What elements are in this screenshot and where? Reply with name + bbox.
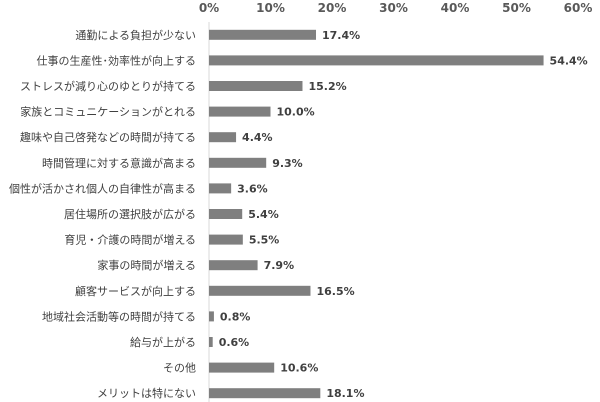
category-label: 家族とコミュニケーションがとれる (20, 105, 196, 119)
x-tick-label: 0% (199, 1, 219, 15)
data-label: 18.1% (326, 387, 364, 400)
category-labels: 通勤による負担が少ない仕事の生産性･効率性が向上するストレスが減り心のゆとりが持… (9, 28, 196, 400)
data-label: 10.6% (280, 362, 318, 375)
bar (209, 260, 258, 271)
bar (209, 234, 243, 245)
data-label: 0.8% (220, 310, 251, 323)
x-tick-label: 30% (379, 1, 408, 15)
bar (209, 157, 267, 168)
bar (209, 337, 213, 347)
data-labels: 17.4% 54.4% 15.2% 10.0% 4.4% 9.3% 3.6% 5.4% 5.5%… (219, 29, 588, 400)
bar (209, 106, 271, 117)
data-label: 3.6% (237, 182, 268, 195)
category-label: 育児・介護の時間が増える (64, 233, 196, 247)
category-label: 地域社会活動等の時間が持てる (42, 309, 196, 323)
category-label: 給与が上がる (130, 335, 196, 349)
bar (209, 285, 311, 296)
data-label: 0.6% (219, 336, 250, 349)
category-label: 顧客サービスが向上する (75, 284, 196, 298)
bar (209, 81, 303, 91)
data-label: 9.3% (272, 157, 303, 170)
category-label: 通勤による負担が少ない (75, 28, 196, 42)
data-label: 10.0% (277, 106, 315, 119)
bar (209, 132, 237, 143)
data-label: 5.4% (248, 208, 279, 221)
bar (209, 362, 275, 373)
x-tick-label: 60% (564, 1, 593, 15)
bar (209, 183, 232, 194)
category-label: ストレスが減り心のゆとりが持てる (20, 79, 196, 93)
data-label: 16.5% (316, 285, 354, 298)
category-label: 個性が活かされ個人の自律性が高まる (9, 181, 196, 195)
bar (209, 388, 321, 399)
data-label: 7.9% (264, 259, 295, 272)
bar (209, 55, 544, 66)
category-label: 時間管理に対する意識が高まる (42, 156, 196, 170)
data-label: 4.4% (242, 131, 273, 144)
x-tick-label: 40% (441, 1, 470, 15)
data-label: 5.5% (249, 234, 280, 247)
x-tick-label: 20% (318, 1, 347, 15)
category-label: 仕事の生産性･効率性が向上する (37, 53, 197, 67)
category-label: メリットは特にない (97, 386, 196, 400)
category-label: 趣味や自己啓発などの時間が持てる (20, 130, 196, 144)
bar (209, 29, 317, 40)
data-label: 54.4% (550, 54, 588, 67)
category-label: 家事の時間が増える (97, 258, 196, 272)
data-label: 15.2% (308, 80, 346, 93)
bar (209, 209, 243, 219)
category-label: 居住場所の選択肢が広がる (64, 207, 196, 221)
category-label: その他 (163, 362, 196, 375)
x-tick-label: 50% (502, 1, 531, 15)
x-axis-tick-labels: 0% 10% 20% 30% 40% 50% 60% (199, 1, 593, 15)
data-label: 17.4% (322, 29, 360, 42)
x-tick-label: 10% (256, 1, 285, 15)
bars-group (209, 29, 544, 399)
bar (209, 311, 214, 322)
